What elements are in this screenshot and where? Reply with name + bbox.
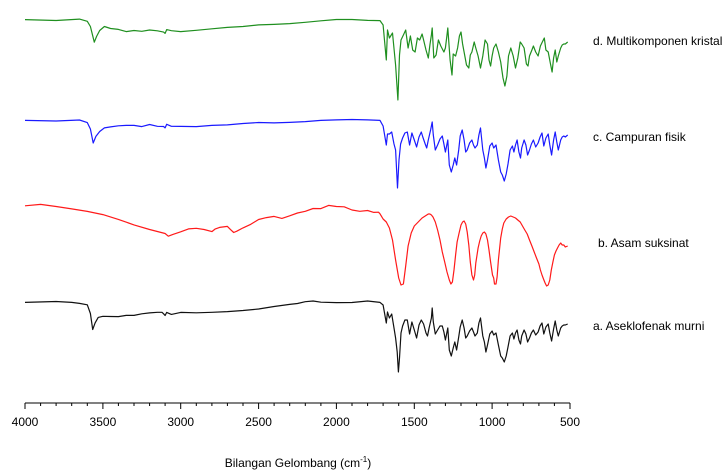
x-axis-title-end: ) (367, 456, 371, 470)
x-tick-label: 4000 (12, 415, 39, 429)
x-tick-label: 3500 (90, 415, 117, 429)
series-label-3: a. Aseklofenak murni (593, 319, 704, 333)
x-axis-title-main: Bilangan Gelombang (cm (225, 456, 360, 470)
x-axis-title-superscript: -1 (360, 455, 368, 464)
spectrum-line-0 (24, 18, 569, 101)
x-tick-label: 2000 (323, 415, 350, 429)
series-label-1: c. Campuran fisik (593, 130, 687, 144)
x-tick-label: 1500 (401, 415, 428, 429)
spectrum-line-1 (24, 118, 569, 189)
x-tick-label: 1000 (479, 415, 506, 429)
x-tick-label: 2500 (245, 415, 272, 429)
spectrum-line-3 (24, 300, 568, 373)
x-tick-layer: 4000 3500 3000 2500 2000 1500 1000 500 (12, 403, 580, 429)
series-layer (24, 18, 569, 373)
series-label-2: b. Asam suksinat (598, 236, 689, 250)
series-label-0: d. Multikomponen kristal (593, 34, 722, 48)
spectrum-line-2 (24, 203, 568, 287)
x-axis-title: Bilangan Gelombang (cm-1) (225, 455, 372, 470)
x-tick-label: 500 (560, 415, 580, 429)
x-tick-label: 3000 (167, 415, 194, 429)
series-label-layer: d. Multikomponen kristal c. Campuran fisi… (593, 34, 722, 333)
